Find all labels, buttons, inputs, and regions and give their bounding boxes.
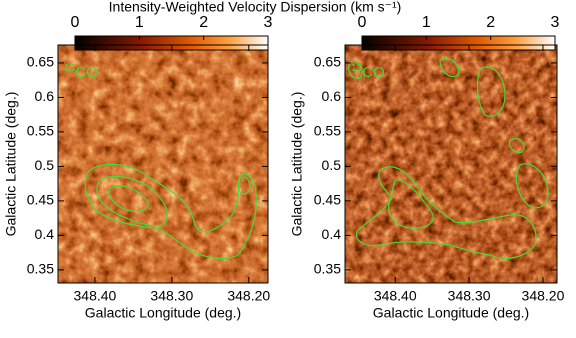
y-tick-label: 0.4 (322, 226, 342, 242)
y-tick-label: 0.65 (27, 54, 54, 70)
plot-frame (344, 44, 558, 284)
colorbar-tick-label: 1 (135, 14, 144, 31)
y-tick-label: 0.4 (35, 226, 55, 242)
plot-frame (57, 44, 269, 284)
heatmap-image (58, 45, 268, 283)
y-tick-label: 0.6 (35, 88, 55, 104)
x-axis-label: Galactic Longitude (deg.) (373, 305, 529, 321)
colorbar-tick-label: 3 (551, 14, 560, 31)
y-tick-label: 0.45 (27, 192, 54, 208)
x-tick-label: 348.40 (374, 288, 417, 304)
annotation: 13CO (64, 63, 98, 81)
x-tick-label: 348.20 (227, 288, 270, 304)
y-tick-label: 0.65 (314, 54, 341, 70)
y-tick-label: 0.35 (27, 261, 54, 277)
colorbar-tick-label: 1 (422, 14, 431, 31)
annotation: 13CO (351, 63, 385, 81)
x-tick-label: 348.30 (448, 288, 491, 304)
colorbar (361, 35, 556, 51)
colorbar-tick-label: 2 (486, 14, 495, 31)
y-axis-label: Galactic Latitude (deg.) (289, 92, 305, 237)
colorbar-tick-label: 3 (264, 14, 273, 31)
x-tick-label: 348.40 (74, 288, 117, 304)
y-tick-label: 0.55 (27, 123, 54, 139)
x-tick-label: 348.30 (150, 288, 193, 304)
colorbar-tick-label: 2 (199, 14, 208, 31)
y-tick-label: 0.45 (314, 192, 341, 208)
annotation-superscript: 13 (64, 63, 76, 74)
y-tick-label: 0.35 (314, 261, 341, 277)
contours (84, 58, 549, 260)
y-axis-label: Galactic Latitude (deg.) (3, 92, 19, 237)
x-tick-label: 348.20 (522, 288, 565, 304)
y-tick-label: 0.55 (314, 123, 341, 139)
colorbar-tick-label: 0 (358, 14, 367, 31)
x-axis-label: Galactic Longitude (deg.) (85, 305, 241, 321)
colorbar-tick-label: 0 (71, 14, 80, 31)
y-tick-label: 0.5 (35, 157, 55, 173)
annotation-text: CO (362, 64, 385, 81)
y-tick-label: 0.5 (322, 157, 342, 173)
annotation-text: CO (75, 64, 98, 81)
y-tick-label: 0.6 (322, 88, 342, 104)
figure-title: Intensity-Weighted Velocity Dispersion (… (109, 0, 402, 15)
annotation-superscript: 13 (351, 63, 363, 74)
